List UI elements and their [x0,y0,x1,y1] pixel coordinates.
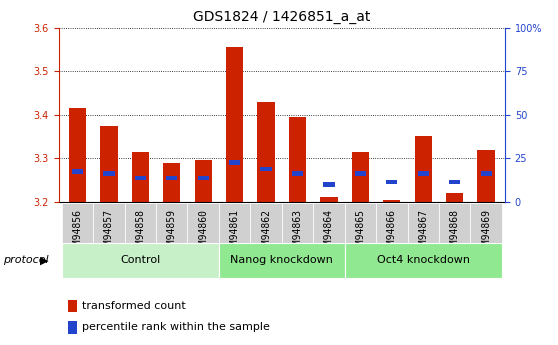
Text: GSM94862: GSM94862 [261,209,271,256]
Bar [345,243,502,278]
Bar [345,203,376,243]
Bar [62,243,219,278]
Bar [132,152,149,202]
Text: GSM94867: GSM94867 [418,209,428,256]
Bar [383,200,401,202]
Bar [470,203,502,243]
Text: ▶: ▶ [40,256,49,265]
Bar [449,180,460,184]
Bar [62,203,93,243]
Bar [93,203,124,243]
Bar [386,180,397,184]
Bar [198,176,209,180]
Bar [68,321,78,334]
Bar [103,171,114,176]
Text: GSM94861: GSM94861 [230,209,239,256]
Bar [156,203,187,243]
Bar [261,167,272,171]
Text: GSM94868: GSM94868 [450,209,460,256]
Bar [219,243,345,278]
Bar [187,203,219,243]
Text: GSM94860: GSM94860 [198,209,208,256]
Text: GSM94857: GSM94857 [104,209,114,256]
Text: GSM94866: GSM94866 [387,209,397,256]
Text: Nanog knockdown: Nanog knockdown [230,256,333,265]
Bar [69,108,86,202]
Text: GSM94856: GSM94856 [73,209,83,256]
Text: Oct4 knockdown: Oct4 knockdown [377,256,470,265]
Bar [417,171,429,176]
Bar [478,150,495,202]
Bar [124,203,156,243]
Bar [163,162,180,202]
Bar [68,299,78,312]
Text: GSM94864: GSM94864 [324,209,334,256]
Bar [407,203,439,243]
Text: Control: Control [120,256,161,265]
Bar [313,203,345,243]
Text: protocol: protocol [3,256,49,265]
Bar [355,171,366,176]
Bar [323,182,335,187]
Bar [226,47,243,202]
Bar [100,126,118,202]
Bar [289,117,306,202]
Bar [446,193,463,202]
Bar [195,160,212,202]
Bar [166,176,177,180]
Text: GSM94869: GSM94869 [481,209,491,256]
Text: GDS1824 / 1426851_a_at: GDS1824 / 1426851_a_at [193,10,371,24]
Text: percentile rank within the sample: percentile rank within the sample [82,322,270,332]
Bar [72,169,83,174]
Bar [282,203,313,243]
Bar [320,197,338,202]
Bar [292,171,303,176]
Bar [229,160,240,165]
Bar [415,137,432,202]
Text: GSM94859: GSM94859 [167,209,177,256]
Text: GSM94863: GSM94863 [292,209,302,256]
Bar [134,176,146,180]
Text: GSM94858: GSM94858 [136,209,145,256]
Bar [480,171,492,176]
Bar [352,152,369,202]
Bar [439,203,470,243]
Bar [251,203,282,243]
Text: transformed count: transformed count [82,301,186,311]
Text: GSM94865: GSM94865 [355,209,365,256]
Bar [376,203,407,243]
Bar [257,102,275,202]
Bar [219,203,251,243]
